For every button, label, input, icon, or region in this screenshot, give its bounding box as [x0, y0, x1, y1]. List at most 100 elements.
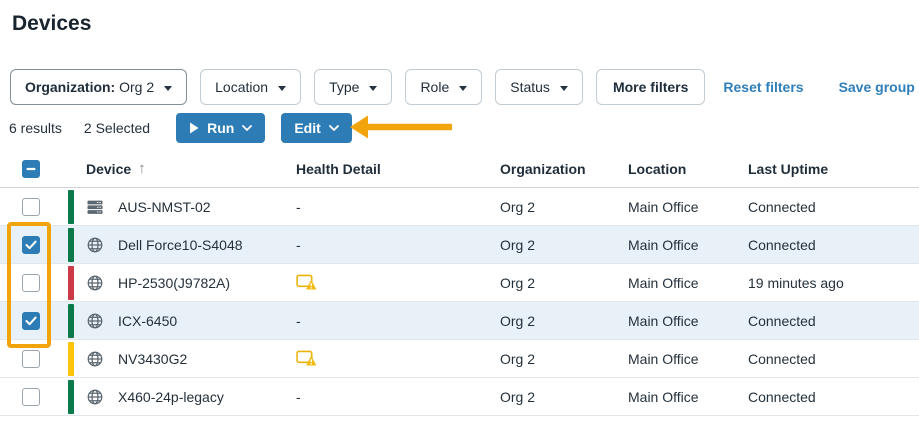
selected-count: 2 Selected — [83, 120, 151, 136]
health-detail-text: - — [296, 198, 301, 215]
filter-type[interactable]: Type — [314, 69, 393, 105]
last-uptime-cell: Connected — [748, 350, 816, 367]
organization-cell: Org 2 — [500, 388, 536, 405]
reset-filters-link[interactable]: Reset filters — [723, 79, 804, 95]
check-icon — [25, 240, 37, 250]
chevron-down-icon — [242, 125, 252, 131]
organization-cell: Org 2 — [500, 312, 536, 329]
last-uptime-cell: Connected — [748, 388, 816, 405]
select-all-checkbox[interactable] — [22, 159, 40, 178]
organization-cell: Org 2 — [500, 198, 536, 215]
row-checkbox[interactable] — [22, 387, 40, 406]
row-checkbox-cell — [0, 273, 64, 292]
column-header-device[interactable]: Device ↑ — [64, 160, 296, 177]
row-checkbox[interactable] — [22, 311, 40, 330]
location-cell: Main Office — [628, 388, 699, 405]
table-row[interactable]: Dell Force10-S4048 - Org 2 Main Office C… — [0, 226, 919, 264]
health-detail-cell — [296, 274, 500, 291]
globe-icon — [86, 236, 104, 254]
globe-icon — [86, 274, 104, 292]
health-detail-text: - — [296, 236, 301, 253]
device-cell: X460-24p-legacy — [64, 378, 296, 415]
filter-role[interactable]: Role — [405, 69, 483, 105]
health-detail-cell: - — [296, 313, 500, 329]
device-name[interactable]: NV3430G2 — [118, 350, 188, 367]
edit-button[interactable]: Edit — [281, 113, 352, 143]
table-row[interactable]: AUS-NMST-02 - Org 2 Main Office Connecte… — [0, 188, 919, 226]
chevron-down-icon — [559, 85, 568, 91]
column-header-location[interactable]: Location — [628, 160, 687, 177]
filter-type-label: Type — [329, 79, 360, 95]
indeterminate-dash-icon — [25, 164, 37, 174]
chevron-down-icon — [278, 85, 287, 91]
chevron-down-icon — [369, 85, 378, 91]
device-cell: HP-2530(J9782A) — [64, 264, 296, 301]
last-uptime-cell: Connected — [748, 236, 816, 253]
globe-icon — [86, 312, 104, 330]
column-header-last-uptime[interactable]: Last Uptime — [748, 160, 829, 177]
globe-icon — [86, 350, 104, 368]
filter-status-label: Status — [510, 79, 550, 95]
device-name[interactable]: AUS-NMST-02 — [118, 198, 211, 215]
row-checkbox[interactable] — [22, 235, 40, 254]
row-checkbox[interactable] — [22, 273, 40, 292]
page-title: Devices — [12, 12, 92, 35]
save-group-link[interactable]: Save group — [838, 79, 915, 95]
sort-ascending-icon: ↑ — [138, 160, 146, 177]
table-row[interactable]: ICX-6450 - Org 2 Main Office Connected — [0, 302, 919, 340]
health-warning-icon[interactable] — [296, 274, 317, 291]
health-detail-text: - — [296, 312, 301, 329]
table-row[interactable]: X460-24p-legacy - Org 2 Main Office Conn… — [0, 378, 919, 416]
device-cell: NV3430G2 — [64, 340, 296, 377]
table-row[interactable]: HP-2530(J9782A) Org 2 Main Office 19 min… — [0, 264, 919, 302]
last-uptime-cell: Connected — [748, 312, 816, 329]
health-detail-cell: - — [296, 389, 500, 405]
location-cell: Main Office — [628, 274, 699, 291]
organization-cell: Org 2 — [500, 350, 536, 367]
row-checkbox-cell — [0, 311, 64, 330]
table-header-row: Device ↑ Health Detail Organization Loca… — [0, 150, 919, 188]
more-filters-button[interactable]: More filters — [595, 69, 706, 105]
row-checkbox-cell — [0, 197, 64, 216]
location-cell: Main Office — [628, 198, 699, 215]
device-name[interactable]: HP-2530(J9782A) — [118, 274, 231, 291]
check-icon — [25, 316, 37, 326]
location-cell: Main Office — [628, 350, 699, 367]
results-count: 6 results — [9, 120, 62, 136]
column-header-health-detail[interactable]: Health Detail — [296, 160, 381, 177]
server-icon — [86, 198, 104, 216]
column-header-organization[interactable]: Organization — [500, 160, 586, 177]
row-checkbox[interactable] — [22, 349, 40, 368]
health-status-bar — [68, 341, 74, 376]
health-status-bar — [68, 189, 74, 224]
filter-location[interactable]: Location — [200, 69, 302, 105]
health-detail-cell — [296, 350, 500, 367]
row-checkbox-cell — [0, 235, 64, 254]
organization-cell: Org 2 — [500, 236, 536, 253]
health-detail-cell: - — [296, 199, 500, 215]
chevron-down-icon — [164, 85, 173, 91]
select-all-cell — [0, 159, 64, 178]
filter-organization[interactable]: Organization: Org 2 — [10, 69, 188, 105]
edit-button-label: Edit — [294, 120, 321, 136]
health-status-bar — [68, 227, 74, 262]
filter-status[interactable]: Status — [495, 69, 583, 105]
device-cell: ICX-6450 — [64, 302, 296, 339]
organization-cell: Org 2 — [500, 274, 536, 291]
device-name[interactable]: X460-24p-legacy — [118, 388, 224, 405]
filter-location-label: Location — [215, 79, 269, 95]
device-name[interactable]: Dell Force10-S4048 — [118, 236, 243, 253]
health-status-bar — [68, 303, 74, 338]
table-row[interactable]: NV3430G2 Org 2 Main Office Connected — [0, 340, 919, 378]
results-toolbar: 6 results 2 Selected Run Edit — [9, 113, 352, 143]
devices-table: Device ↑ Health Detail Organization Loca… — [0, 150, 919, 416]
health-warning-icon[interactable] — [296, 350, 317, 367]
health-status-bar — [68, 265, 74, 300]
run-button[interactable]: Run — [176, 113, 266, 143]
row-checkbox[interactable] — [22, 197, 40, 216]
play-icon — [189, 122, 199, 134]
last-uptime-cell: Connected — [748, 198, 816, 215]
run-button-label: Run — [207, 120, 235, 136]
device-name[interactable]: ICX-6450 — [118, 312, 178, 329]
row-checkbox-cell — [0, 349, 64, 368]
